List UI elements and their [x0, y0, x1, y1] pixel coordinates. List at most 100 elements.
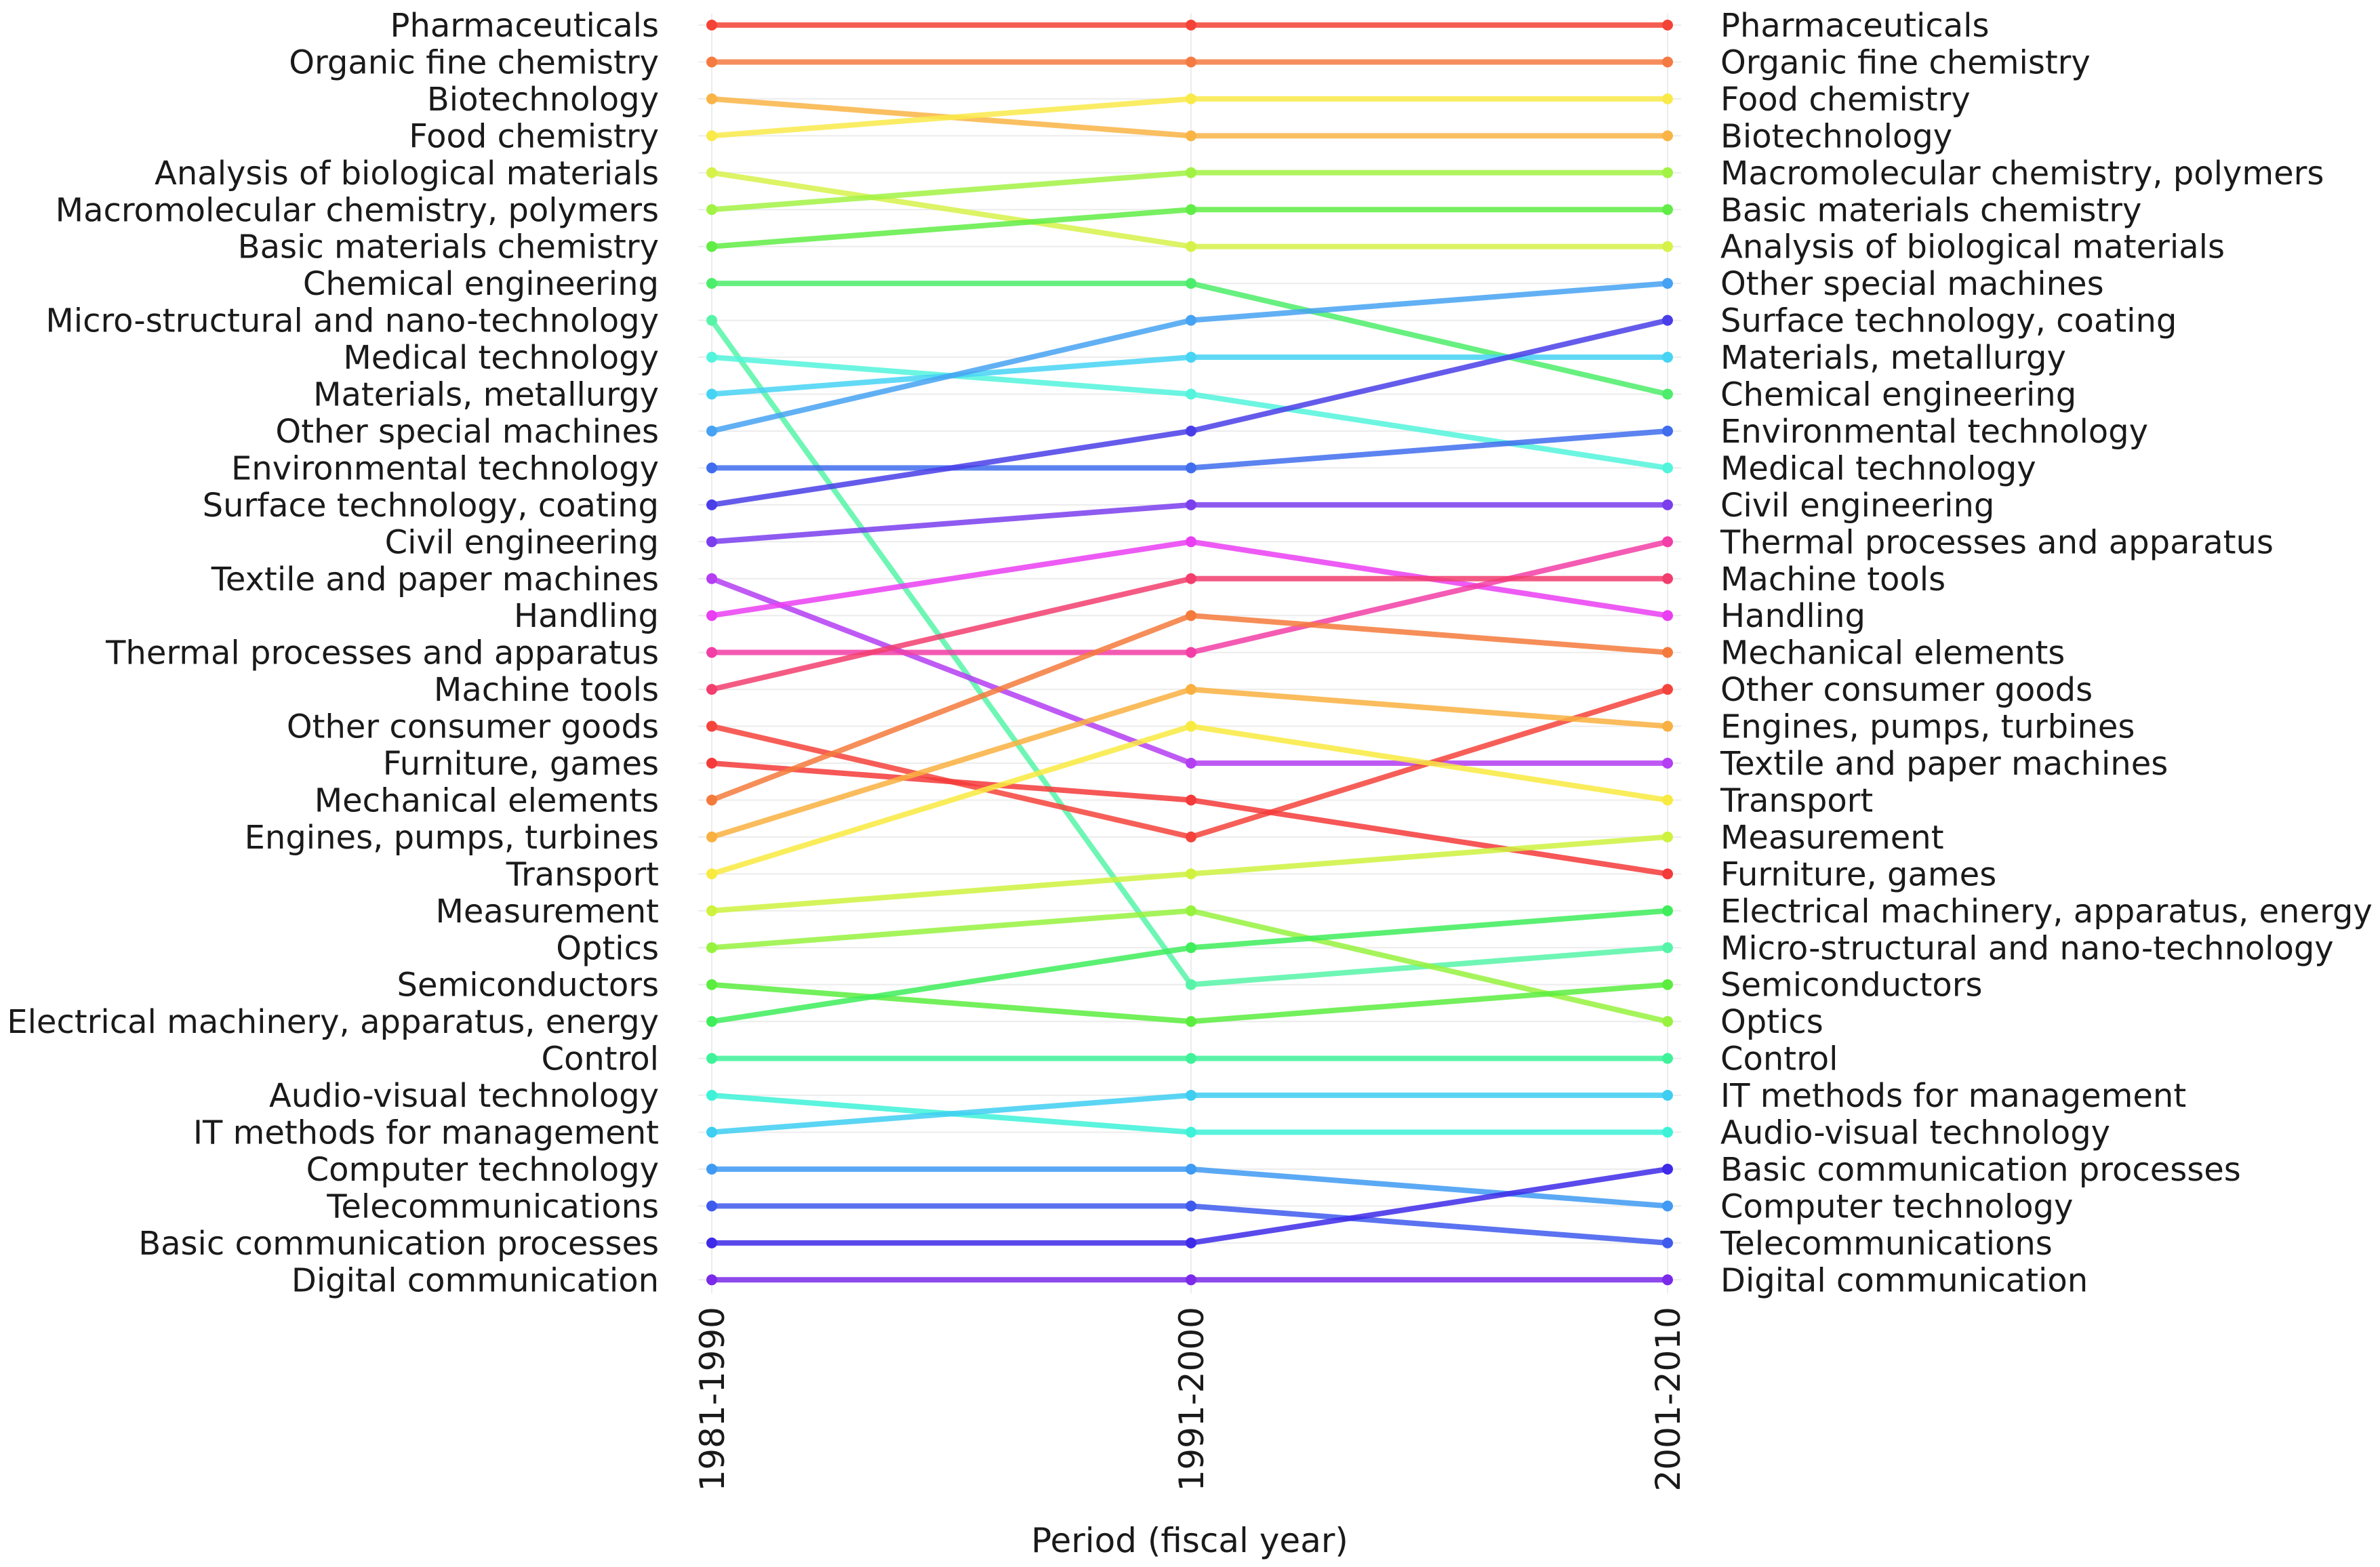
point-biotechnology-3 [1662, 130, 1673, 142]
left-label-electrical-machinery-apparatus-energy: Electrical machinery, apparatus, energy [7, 1003, 659, 1041]
point-engines-pumps-turbines-3 [1662, 720, 1673, 732]
right-label-audio-visual-technology: Audio-visual technology [1720, 1114, 2110, 1152]
point-engines-pumps-turbines-2 [1186, 684, 1196, 695]
point-telecommunications-3 [1662, 1237, 1673, 1248]
point-chemical-engineering-3 [1662, 388, 1673, 400]
point-handling-2 [1186, 536, 1196, 548]
point-other-consumer-goods-1 [706, 720, 717, 732]
point-computer-technology-1 [706, 1163, 717, 1175]
left-label-biotechnology: Biotechnology [427, 81, 659, 119]
point-food-chemistry-1 [706, 130, 717, 142]
left-label-telecommunications: Telecommunications [326, 1187, 659, 1225]
right-label-mechanical-elements: Mechanical elements [1720, 634, 2065, 672]
point-organic-fine-chemistry-1 [706, 56, 717, 68]
right-label-other-consumer-goods: Other consumer goods [1720, 671, 2093, 709]
right-label-machine-tools: Machine tools [1720, 561, 1945, 598]
point-audio-visual-technology-2 [1186, 1126, 1196, 1138]
point-environmental-technology-1 [706, 462, 717, 474]
point-chemical-engineering-1 [706, 278, 717, 289]
right-label-optics: Optics [1720, 1003, 1823, 1041]
point-machine-tools-2 [1186, 573, 1196, 584]
point-digital-communication-2 [1186, 1274, 1196, 1286]
point-macromolecular-chemistry-polymers-1 [706, 204, 717, 216]
right-label-micro-structural-and-nano-technology: Micro-structural and nano-technology [1720, 929, 2334, 967]
point-measurement-1 [706, 905, 717, 916]
series-line-electrical-machinery-apparatus-energy [711, 908, 1668, 1025]
left-label-pharmaceuticals: Pharmaceuticals [390, 7, 660, 45]
right-label-thermal-processes-and-apparatus: Thermal processes and apparatus [1720, 523, 2274, 561]
point-transport-1 [706, 868, 717, 880]
point-furniture-games-1 [706, 758, 717, 769]
point-computer-technology-3 [1662, 1200, 1673, 1212]
point-optics-3 [1662, 1016, 1673, 1027]
right-label-measurement: Measurement [1720, 819, 1944, 857]
right-label-engines-pumps-turbines: Engines, pumps, turbines [1720, 708, 2135, 746]
left-label-computer-technology: Computer technology [306, 1151, 659, 1189]
point-chemical-engineering-2 [1186, 278, 1196, 289]
point-organic-fine-chemistry-2 [1186, 56, 1196, 68]
right-label-materials-metallurgy: Materials, metallurgy [1720, 339, 2066, 377]
point-other-special-machines-2 [1186, 314, 1196, 326]
point-civil-engineering-3 [1662, 499, 1673, 510]
series-line-medical-technology [711, 354, 1668, 471]
right-label-basic-communication-processes: Basic communication processes [1720, 1151, 2241, 1189]
point-furniture-games-3 [1662, 868, 1673, 880]
series-line-macromolecular-chemistry-polymers [711, 169, 1668, 213]
point-macromolecular-chemistry-polymers-2 [1186, 167, 1196, 178]
point-macromolecular-chemistry-polymers-3 [1662, 167, 1673, 178]
point-engines-pumps-turbines-1 [706, 831, 717, 842]
left-label-micro-structural-and-nano-technology: Micro-structural and nano-technology [45, 302, 659, 340]
left-label-materials-metallurgy: Materials, metallurgy [313, 376, 659, 414]
point-mechanical-elements-2 [1186, 610, 1196, 622]
point-surface-technology-coating-1 [706, 499, 717, 510]
point-handling-3 [1662, 610, 1673, 622]
point-semiconductors-1 [706, 979, 717, 990]
point-computer-technology-2 [1186, 1163, 1196, 1175]
point-materials-metallurgy-2 [1186, 352, 1196, 363]
point-textile-and-paper-machines-3 [1662, 758, 1673, 769]
left-label-it-methods-for-management: IT methods for management [193, 1114, 659, 1152]
series-points [706, 20, 1673, 1286]
point-electrical-machinery-apparatus-energy-1 [706, 1016, 717, 1027]
right-label-surface-technology-coating: Surface technology, coating [1720, 302, 2177, 340]
left-label-thermal-processes-and-apparatus: Thermal processes and apparatus [105, 634, 659, 672]
right-label-telecommunications: Telecommunications [1720, 1225, 2053, 1263]
point-audio-visual-technology-1 [706, 1090, 717, 1101]
left-label-basic-materials-chemistry: Basic materials chemistry [238, 228, 659, 266]
point-pharmaceuticals-1 [706, 20, 717, 30]
point-textile-and-paper-machines-1 [706, 573, 717, 584]
left-label-other-consumer-goods: Other consumer goods [287, 708, 659, 746]
left-label-civil-engineering: Civil engineering [385, 523, 659, 561]
left-label-analysis-of-biological-materials: Analysis of biological materials [155, 155, 659, 192]
point-micro-structural-and-nano-technology-1 [706, 314, 717, 326]
right-label-medical-technology: Medical technology [1720, 449, 2036, 487]
left-label-machine-tools: Machine tools [434, 671, 659, 709]
point-control-1 [706, 1053, 717, 1064]
right-label-pharmaceuticals: Pharmaceuticals [1720, 7, 1990, 45]
right-label-electrical-machinery-apparatus-energy: Electrical machinery, apparatus, energy [1720, 893, 2373, 931]
right-label-it-methods-for-management: IT methods for management [1720, 1077, 2186, 1115]
point-basic-communication-processes-3 [1662, 1163, 1673, 1175]
left-label-mechanical-elements: Mechanical elements [315, 781, 659, 819]
right-label-furniture-games: Furniture, games [1720, 855, 1996, 893]
left-label-textile-and-paper-machines: Textile and paper machines [211, 561, 659, 598]
point-materials-metallurgy-3 [1662, 352, 1673, 363]
point-digital-communication-1 [706, 1274, 717, 1286]
point-optics-2 [1186, 905, 1196, 916]
left-label-environmental-technology: Environmental technology [231, 449, 659, 487]
left-label-basic-communication-processes: Basic communication processes [138, 1225, 659, 1263]
series-line-optics [711, 908, 1668, 1025]
point-other-consumer-goods-3 [1662, 684, 1673, 695]
x-axis-title: Period (fiscal year) [1031, 1521, 1348, 1560]
point-basic-materials-chemistry-3 [1662, 204, 1673, 216]
left-label-audio-visual-technology: Audio-visual technology [269, 1077, 659, 1115]
point-medical-technology-2 [1186, 388, 1196, 400]
point-electrical-machinery-apparatus-energy-2 [1186, 942, 1196, 954]
point-furniture-games-2 [1186, 794, 1196, 806]
right-label-environmental-technology: Environmental technology [1720, 413, 2148, 451]
left-label-control: Control [541, 1040, 659, 1078]
series-line-it-methods-for-management [711, 1093, 1668, 1135]
point-other-special-machines-1 [706, 425, 717, 436]
